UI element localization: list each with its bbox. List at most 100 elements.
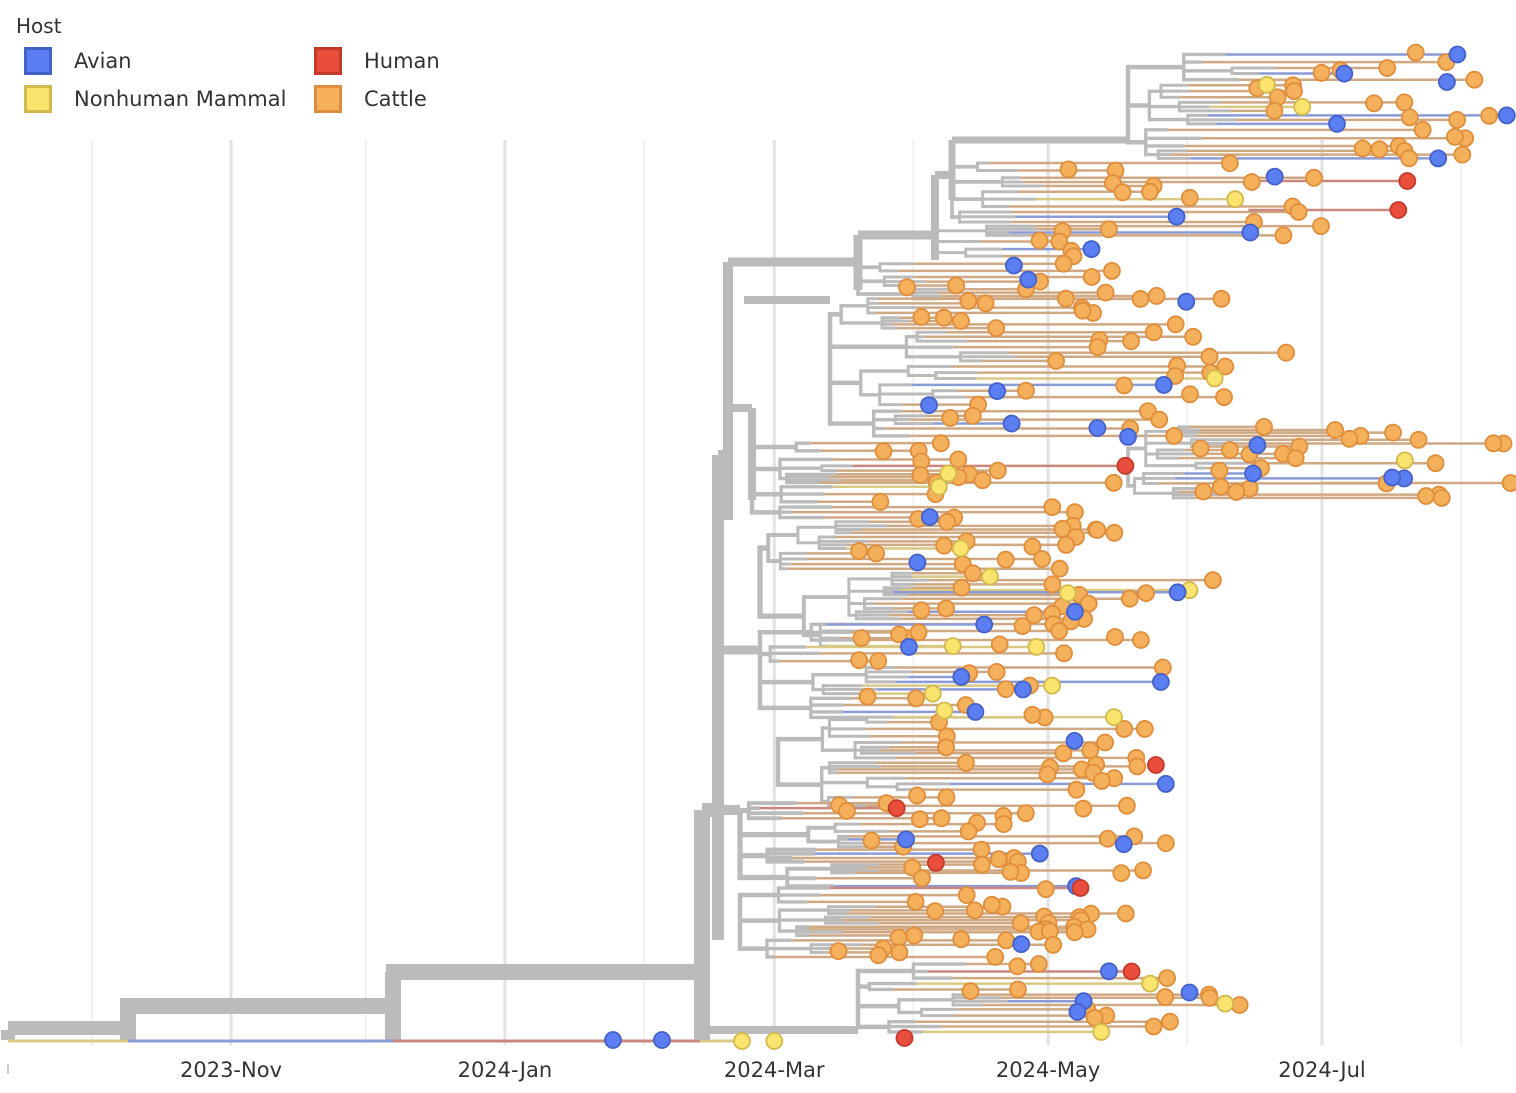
tip-cattle[interactable]	[1161, 1012, 1179, 1031]
tip-cattle[interactable]	[1417, 487, 1435, 505]
tip-cattle[interactable]	[889, 928, 908, 947]
tip-cattle[interactable]	[890, 625, 908, 644]
tip-cattle[interactable]	[1115, 720, 1134, 738]
tip-cattle[interactable]	[1016, 804, 1035, 823]
tip-cattle[interactable]	[1480, 106, 1499, 125]
tip-human[interactable]	[895, 1029, 914, 1047]
tip-avian[interactable]	[966, 703, 985, 721]
tip-avian[interactable]	[1177, 292, 1196, 311]
tip-human[interactable]	[1071, 879, 1090, 897]
tip-avian[interactable]	[1156, 775, 1175, 793]
tip-cattle[interactable]	[874, 442, 893, 461]
tip-cattle[interactable]	[1085, 1008, 1104, 1027]
tip-avian[interactable]	[1152, 673, 1170, 691]
tip-human[interactable]	[1398, 172, 1417, 190]
tip-cattle[interactable]	[913, 869, 931, 888]
tip-cattle[interactable]	[1353, 139, 1372, 158]
tip-cattle[interactable]	[1008, 957, 1027, 976]
tip-cattle[interactable]	[1465, 70, 1484, 89]
tip-cattle[interactable]	[1340, 429, 1359, 448]
tip-cattle[interactable]	[949, 450, 968, 469]
tip-nonhuman-mammal[interactable]	[939, 464, 958, 483]
tip-cattle[interactable]	[1285, 82, 1303, 100]
tip-nonhuman-mammal[interactable]	[951, 539, 970, 558]
tip-cattle[interactable]	[1426, 454, 1445, 473]
tip-cattle[interactable]	[1050, 232, 1069, 251]
tip-cattle[interactable]	[1057, 536, 1075, 554]
tip-cattle[interactable]	[1043, 498, 1062, 517]
tip-cattle[interactable]	[987, 663, 1006, 681]
tip-cattle[interactable]	[1116, 904, 1135, 923]
tip-cattle[interactable]	[1180, 188, 1199, 207]
tip-avian[interactable]	[1438, 73, 1456, 91]
tip-cattle[interactable]	[937, 738, 955, 757]
tip-avian[interactable]	[1154, 375, 1173, 394]
tip-cattle[interactable]	[1227, 482, 1246, 501]
tip-cattle[interactable]	[1220, 154, 1239, 173]
tip-cattle[interactable]	[990, 635, 1009, 654]
tip-cattle[interactable]	[1144, 1017, 1163, 1036]
tip-cattle[interactable]	[1011, 914, 1030, 932]
tip-cattle[interactable]	[1033, 550, 1051, 568]
tip-cattle[interactable]	[1135, 720, 1154, 738]
tip-nonhuman-mammal[interactable]	[765, 1032, 784, 1050]
tip-cattle[interactable]	[965, 901, 984, 920]
tip-avian[interactable]	[1088, 419, 1107, 437]
tip-cattle[interactable]	[1098, 829, 1117, 848]
tip-cattle[interactable]	[858, 687, 877, 706]
tip-avian[interactable]	[908, 553, 927, 572]
tip-cattle[interactable]	[1144, 323, 1163, 342]
tip-avian[interactable]	[1167, 207, 1186, 226]
tip-cattle[interactable]	[1242, 173, 1261, 191]
legend-item-avian[interactable]: Avian	[24, 44, 314, 78]
tip-cattle[interactable]	[1448, 111, 1466, 129]
tip-avian[interactable]	[1383, 468, 1402, 487]
tip-cattle[interactable]	[1047, 351, 1065, 370]
tip-nonhuman-mammal[interactable]	[1043, 676, 1061, 695]
tip-cattle[interactable]	[961, 982, 980, 1000]
tip-cattle[interactable]	[1204, 571, 1222, 590]
tip-cattle[interactable]	[1088, 338, 1107, 357]
tip-cattle[interactable]	[1023, 537, 1042, 556]
tip-cattle[interactable]	[1221, 441, 1239, 459]
tip-cattle[interactable]	[952, 312, 970, 330]
tip-cattle[interactable]	[1286, 449, 1305, 468]
tip-cattle[interactable]	[989, 850, 1008, 869]
tip-cattle[interactable]	[1009, 980, 1027, 999]
tip-human[interactable]	[887, 799, 906, 818]
tip-cattle[interactable]	[1054, 254, 1073, 273]
tip-cattle[interactable]	[1120, 589, 1139, 608]
tip-cattle[interactable]	[852, 629, 871, 647]
tip-avian[interactable]	[1005, 256, 1023, 275]
tip-cattle[interactable]	[987, 319, 1006, 338]
tip-avian[interactable]	[1082, 240, 1101, 259]
tip-cattle[interactable]	[912, 601, 931, 620]
tip-cattle[interactable]	[1103, 261, 1121, 280]
tip-avian[interactable]	[988, 382, 1007, 401]
tip-cattle[interactable]	[1400, 108, 1419, 127]
tip-cattle[interactable]	[1409, 430, 1428, 449]
tip-cattle[interactable]	[1082, 268, 1101, 286]
tip-cattle[interactable]	[1131, 289, 1150, 308]
tip-cattle[interactable]	[996, 550, 1015, 569]
tip-cattle[interactable]	[1132, 631, 1150, 649]
tip-cattle[interactable]	[1289, 203, 1308, 221]
tip-cattle[interactable]	[1395, 93, 1414, 112]
tip-cattle[interactable]	[1181, 385, 1199, 404]
tip-cattle[interactable]	[1184, 327, 1202, 346]
tip-cattle[interactable]	[1400, 149, 1418, 168]
tip-nonhuman-mammal[interactable]	[923, 684, 942, 703]
tip-cattle[interactable]	[1305, 168, 1323, 187]
tip-cattle[interactable]	[1215, 388, 1233, 407]
tip-cattle[interactable]	[1210, 461, 1229, 480]
tip-cattle[interactable]	[906, 893, 925, 911]
tip-avian[interactable]	[1241, 223, 1260, 242]
tip-cattle[interactable]	[1501, 474, 1516, 492]
tip-cattle[interactable]	[1105, 523, 1124, 542]
tip-human[interactable]	[1389, 201, 1408, 219]
tip-cattle[interactable]	[911, 466, 930, 485]
tip-avian[interactable]	[653, 1031, 671, 1049]
tip-cattle[interactable]	[1453, 145, 1472, 164]
tip-cattle[interactable]	[957, 753, 975, 772]
tip-human[interactable]	[1116, 456, 1135, 475]
